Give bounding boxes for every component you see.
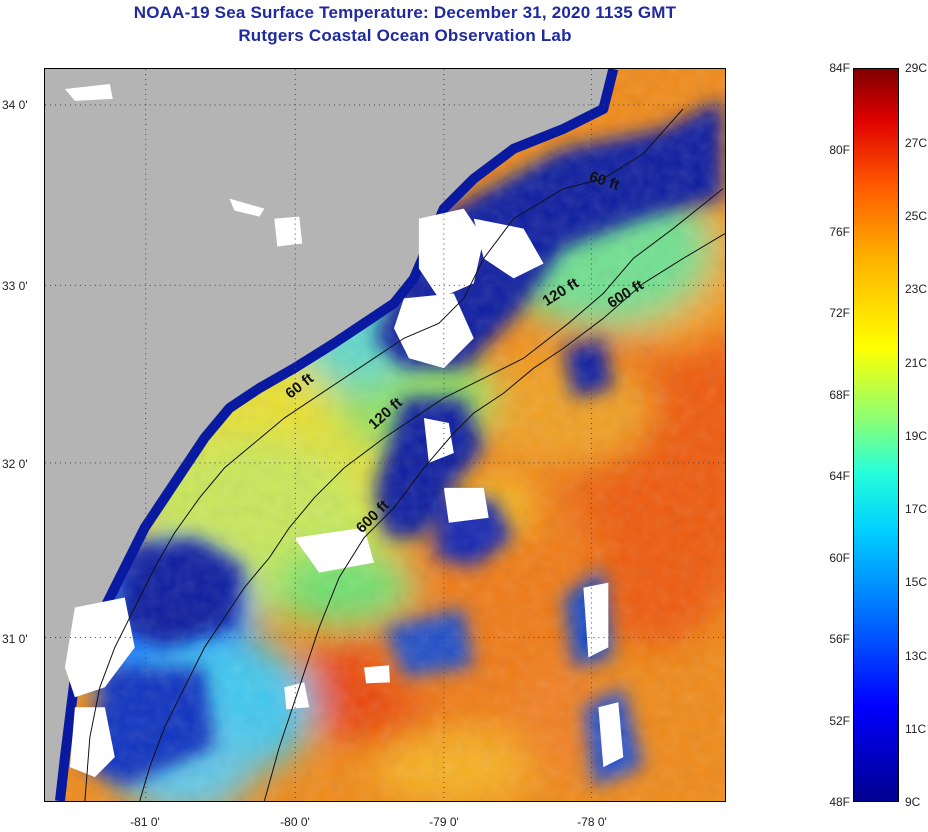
colorbar-c-23: 23C — [905, 282, 928, 296]
map-title: NOAA-19 Sea Surface Temperature: Decembe… — [133, 3, 677, 22]
colorbar-c-11: 11C — [905, 722, 927, 736]
depth-contours — [84, 108, 725, 801]
colorbar-f-80: 80F — [829, 143, 850, 157]
cloud-patches — [64, 83, 624, 778]
colorbar-f-52: 52F — [829, 714, 850, 728]
colorbar-f-72: 72F — [829, 306, 850, 320]
colorbar-f-68: 68F — [829, 388, 850, 402]
colorbar-f-84: 84F — [829, 61, 850, 75]
colorbar-c-13: 13C — [905, 649, 928, 663]
colorbar-c-21: 21C — [905, 356, 928, 370]
sst-map-image: 60 ft 120 ft 600 ft 60 ft 120 ft 600 ft — [45, 69, 725, 801]
colorbar-c-9: 9C — [905, 795, 921, 809]
colorbar-c-25: 25C — [905, 209, 928, 223]
colorbar-c-15: 15C — [905, 575, 928, 589]
lon-label-79: -79 0' — [429, 815, 459, 829]
temperature-colorbar — [853, 68, 899, 802]
colorbar-f-76: 76F — [829, 225, 850, 239]
lat-label-33: 33 0' — [2, 279, 28, 293]
colorbar-c-27: 27C — [905, 136, 928, 150]
lon-label-81: -81 0' — [130, 815, 160, 829]
map-subtitle: Rutgers Coastal Ocean Observation Lab — [238, 26, 572, 45]
lon-label-80: -80 0' — [280, 815, 310, 829]
lat-label-31: 31 0' — [2, 632, 28, 646]
graticule — [45, 69, 725, 801]
land-mass — [45, 69, 614, 801]
colorbar-c-17: 17C — [905, 502, 928, 516]
lat-label-32: 32 0' — [2, 457, 28, 471]
lon-label-78: -78 0' — [577, 815, 607, 829]
colorbar-c-19: 19C — [905, 429, 928, 443]
lat-label-34: 34 0' — [2, 98, 28, 112]
colorbar-f-60: 60F — [829, 551, 850, 565]
colorbar-f-56: 56F — [829, 632, 850, 646]
colorbar-f-64: 64F — [829, 469, 850, 483]
colorbar-f-48: 48F — [829, 795, 850, 809]
colorbar-c-29: 29C — [905, 61, 928, 75]
sst-map[interactable]: 60 ft 120 ft 600 ft 60 ft 120 ft 600 ft — [44, 68, 726, 802]
